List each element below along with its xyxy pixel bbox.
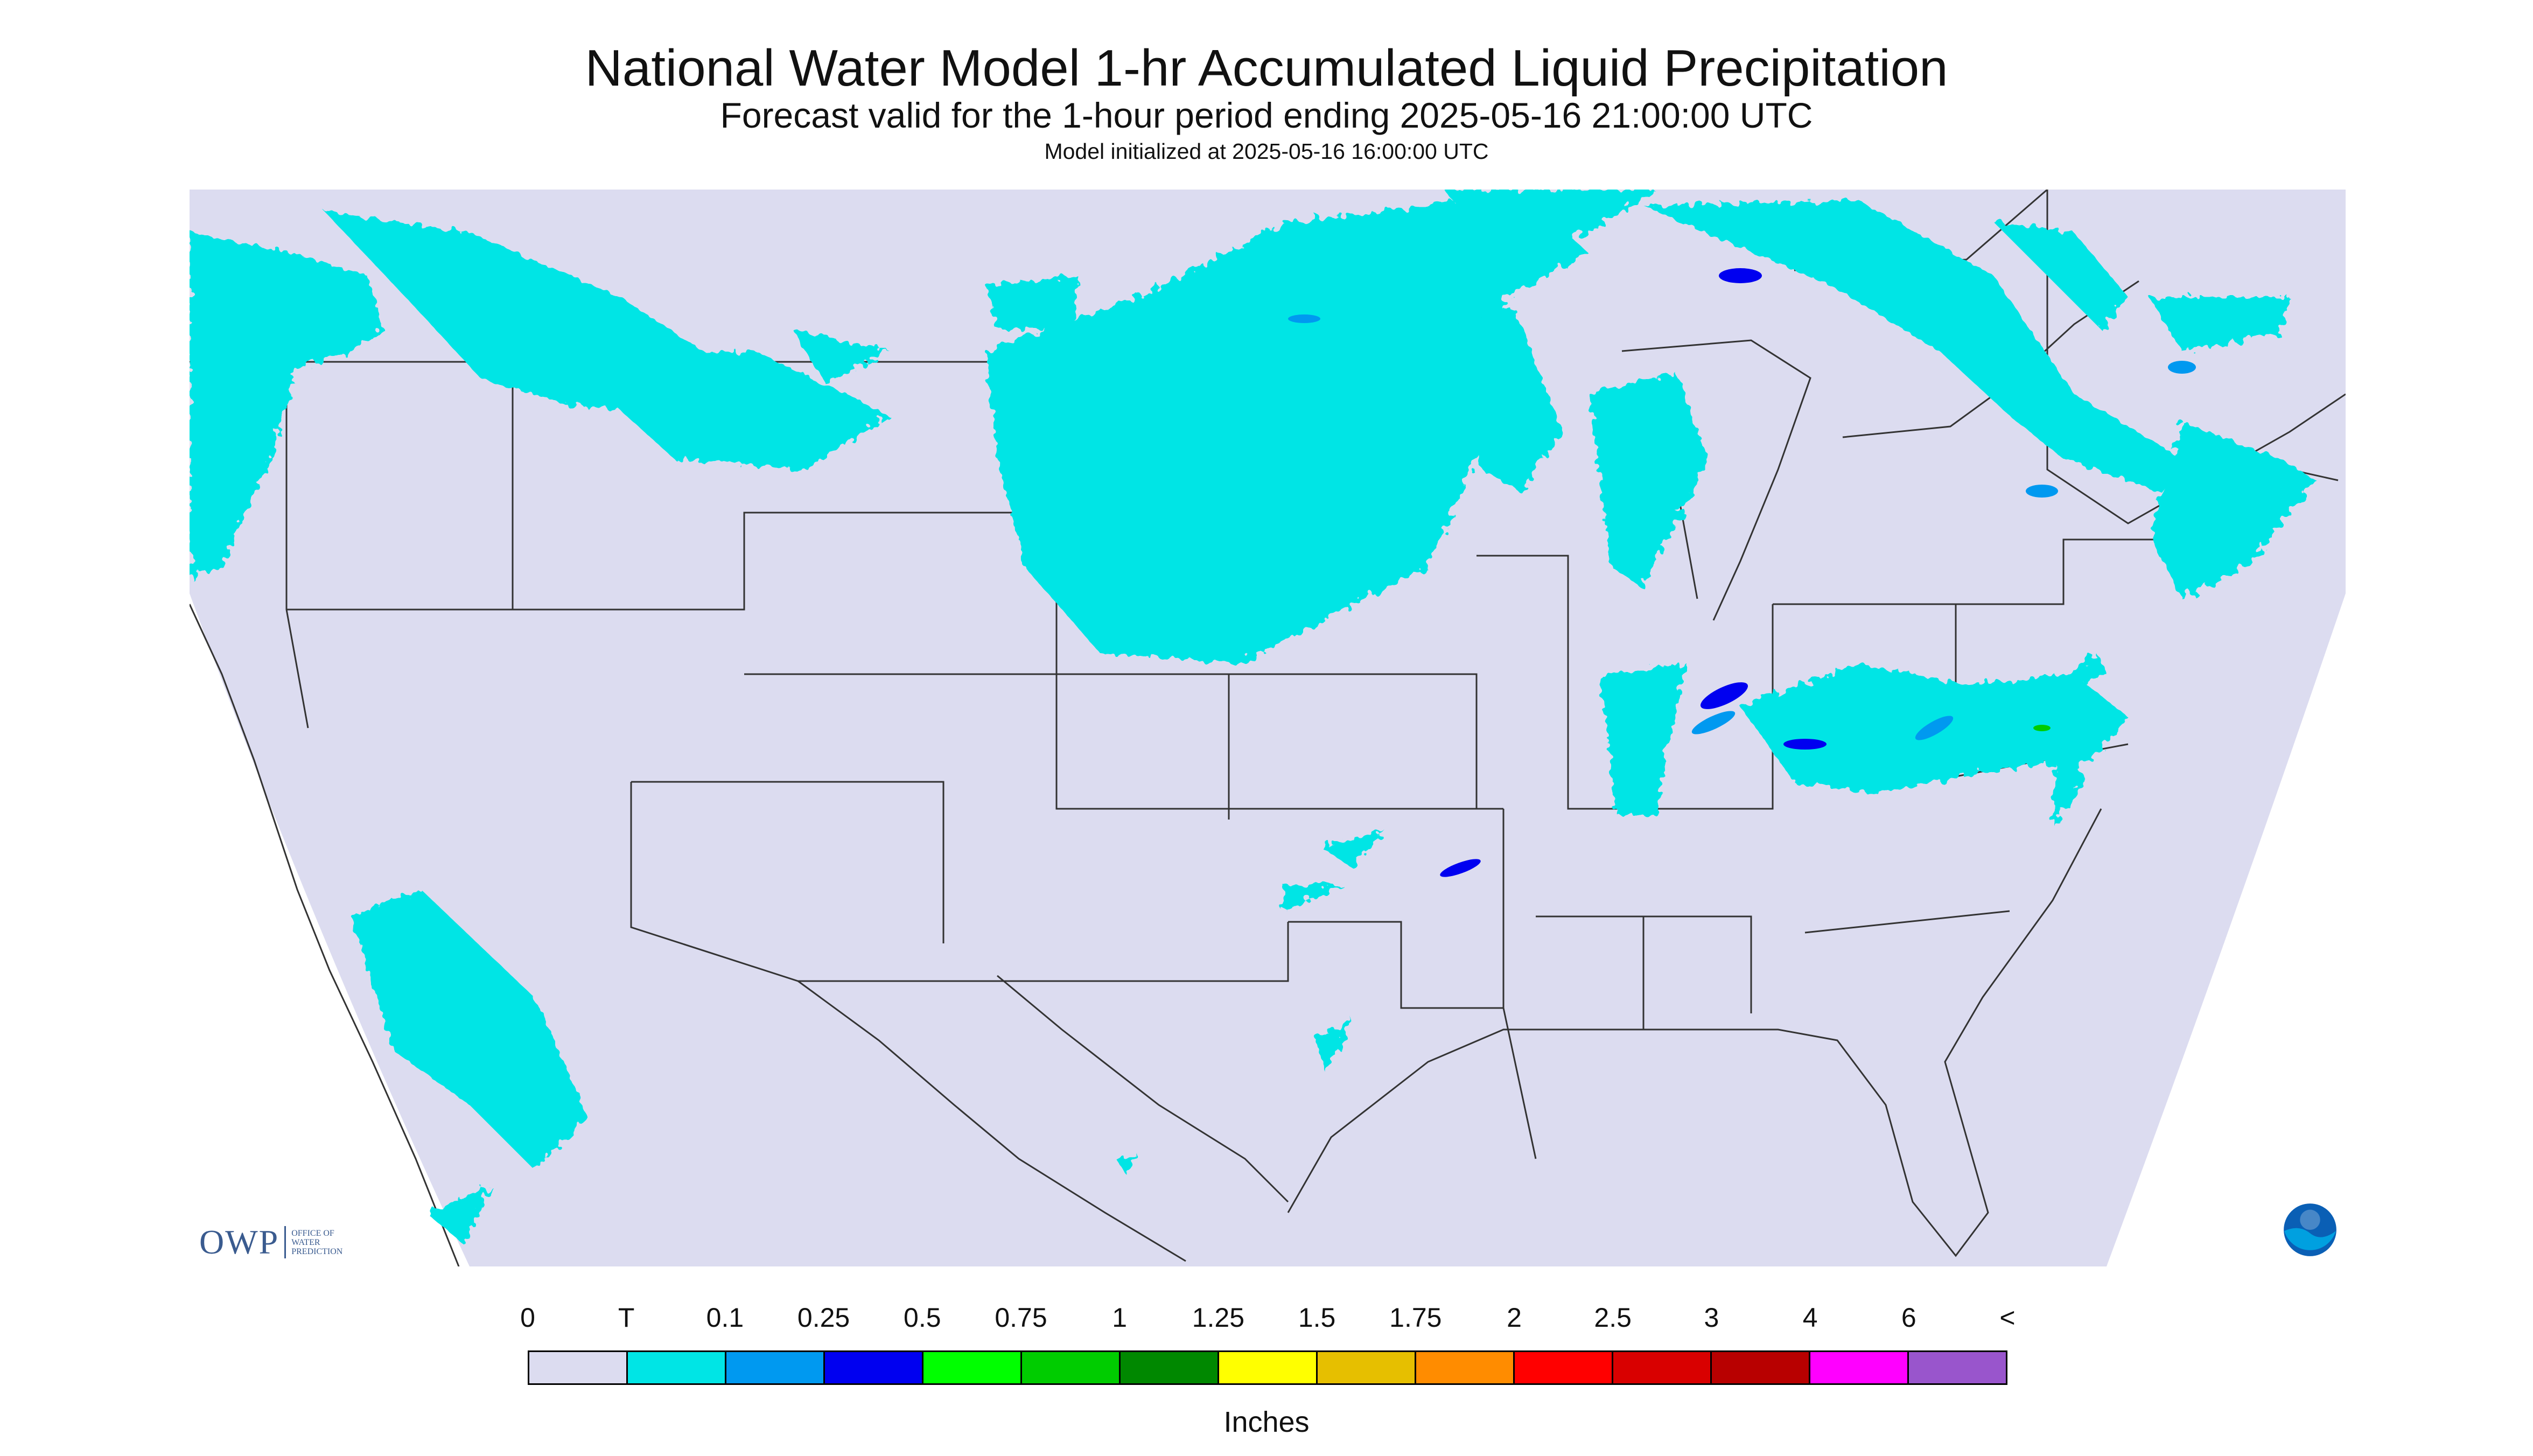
legend-swatch xyxy=(1810,1352,1909,1383)
legend-swatch xyxy=(628,1352,726,1383)
forecast-valid-subtitle: Forecast valid for the 1-hour period end… xyxy=(720,95,1813,135)
owp-logo-tagline: OFFICE OF WATER PREDICTION xyxy=(291,1228,343,1256)
legend-label: 1.75 xyxy=(1389,1303,1442,1333)
legend-swatch xyxy=(1416,1352,1515,1383)
legend-label: 1.5 xyxy=(1298,1303,1336,1333)
legend-swatch xyxy=(825,1352,923,1383)
legend-units: Inches xyxy=(1223,1406,1310,1438)
legend-swatch xyxy=(1318,1352,1416,1383)
legend-label: 4 xyxy=(1802,1303,1818,1333)
legend-swatch xyxy=(529,1352,628,1383)
legend-label: 0.5 xyxy=(904,1303,941,1333)
legend-label: 1.25 xyxy=(1192,1303,1245,1333)
legend-swatch xyxy=(1712,1352,1810,1383)
owp-logo-divider xyxy=(284,1226,286,1258)
legend-swatch xyxy=(923,1352,1022,1383)
precip-trace xyxy=(190,190,2317,1245)
legend-swatch xyxy=(726,1352,825,1383)
chart-title: National Water Model 1-hr Accumulated Li… xyxy=(585,39,1948,97)
legend-swatch xyxy=(1219,1352,1318,1383)
legend-label: 2.5 xyxy=(1594,1303,1632,1333)
legend-label: 0.1 xyxy=(706,1303,744,1333)
legend-swatch xyxy=(1121,1352,1219,1383)
legend-swatch xyxy=(1613,1352,1712,1383)
legend-label: 3 xyxy=(1704,1303,1719,1333)
legend-swatch xyxy=(1022,1352,1121,1383)
legend-label: < xyxy=(1999,1303,2016,1333)
legend-label: T xyxy=(618,1303,635,1333)
legend-label: 0.25 xyxy=(797,1303,850,1333)
precipitation-map xyxy=(190,190,2346,1266)
precip-moderate xyxy=(1288,268,2196,877)
legend-swatch xyxy=(1909,1352,2006,1383)
noaa-logo-icon xyxy=(2283,1202,2338,1257)
legend-label: 2 xyxy=(1507,1303,1522,1333)
owp-logo-word: OWP xyxy=(199,1223,279,1261)
legend-label: 0.75 xyxy=(995,1303,1047,1333)
legend-swatch xyxy=(1515,1352,1613,1383)
owp-logo: OWP OFFICE OF WATER PREDICTION xyxy=(199,1222,356,1262)
legend-label: 6 xyxy=(1901,1303,1916,1333)
legend-label: 0 xyxy=(520,1303,535,1333)
legend-labels: 0 T 0.1 0.25 0.5 0.75 1 1.25 1.5 1.75 2 2.5 3 4 6 < xyxy=(0,1302,2533,1340)
legend-label: 1 xyxy=(1112,1303,1128,1333)
model-init-subtitle: Model initialized at 2025-05-16 16:00:00… xyxy=(1044,139,1489,164)
legend-colorbar xyxy=(528,1350,2007,1385)
